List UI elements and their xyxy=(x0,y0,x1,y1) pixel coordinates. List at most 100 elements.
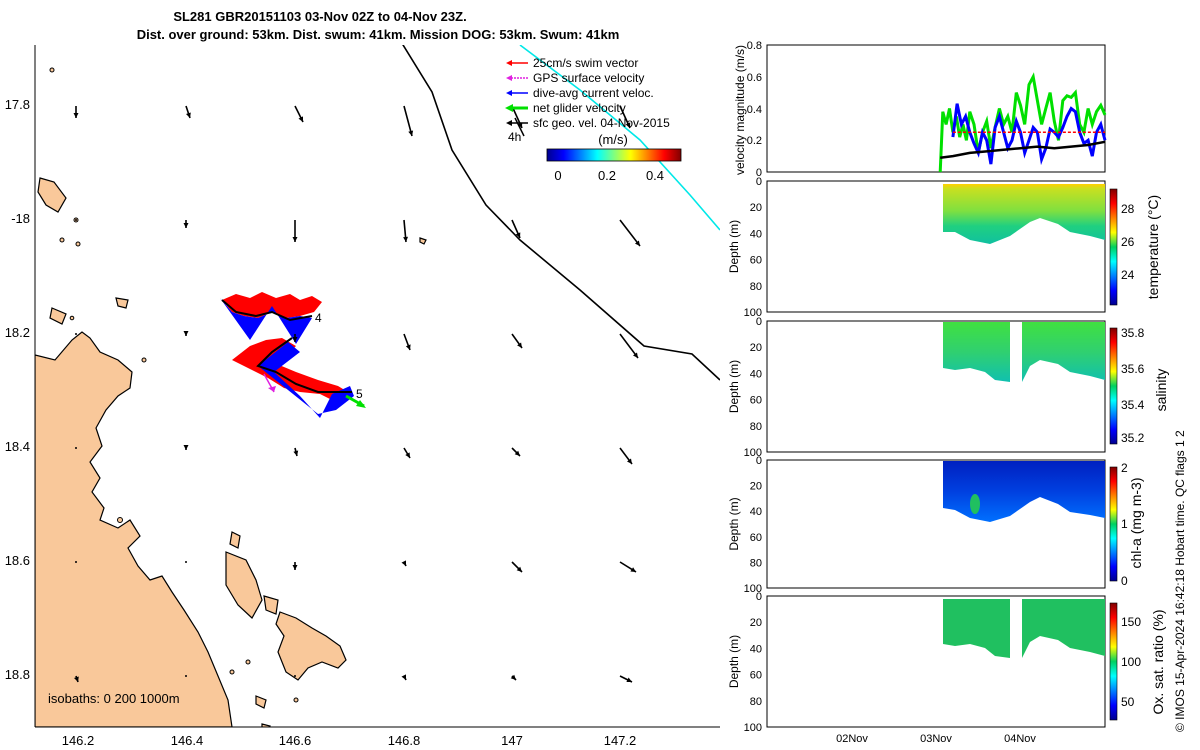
geo-velocity-dot xyxy=(185,561,187,563)
depth-tick-label: 60 xyxy=(750,532,762,544)
oxygen-cbar-label: Ox. sat. ratio (%) xyxy=(1150,609,1166,714)
depth-tick-label: 20 xyxy=(750,617,762,629)
current-vectors-seg1 xyxy=(220,298,312,344)
velocity-y-tick: 0.4 xyxy=(747,104,762,116)
mainland-coast xyxy=(35,331,233,727)
salinity-cbar-tick: 35.6 xyxy=(1121,362,1145,376)
temperature-cbar-tick: 24 xyxy=(1121,268,1135,282)
depth-tick-label: 100 xyxy=(744,722,762,734)
isobath-line xyxy=(402,45,720,381)
geo-velocity-arrowhead xyxy=(401,560,406,566)
oxygen-cbar-tick: 150 xyxy=(1121,615,1141,629)
depth-tick-label: 40 xyxy=(750,368,762,380)
geo-velocity-arrowhead xyxy=(633,352,638,358)
depth-tick-label: 40 xyxy=(750,643,762,655)
depth-tick-label: 0 xyxy=(756,316,762,328)
depth-axis-label: Depth (m) xyxy=(727,497,741,550)
depth-axis-label: Depth (m) xyxy=(727,360,741,413)
current-vectors-seg2 xyxy=(258,342,354,418)
map-x-tick-label: 146.2 xyxy=(62,733,95,748)
depth-tick-label: 100 xyxy=(744,307,762,319)
legend-net-arrowhead xyxy=(505,104,513,112)
time-axis-ticks: 02Nov 03Nov 04Nov xyxy=(836,733,1036,745)
depth-tick-label: 80 xyxy=(750,421,762,433)
temperature-cbar-tick: 26 xyxy=(1121,235,1135,249)
chla-cbar-tick: 1 xyxy=(1121,517,1128,531)
velocity-y-ticks: 0 0.2 0.4 0.6 0.8 xyxy=(747,40,762,179)
oxygen-section-a xyxy=(943,599,1010,658)
islet xyxy=(141,357,147,363)
waypoint-label-5: 5 xyxy=(356,387,363,401)
island-large xyxy=(275,611,347,681)
map-legend: 25cm/s swim vector GPS surface velocity … xyxy=(505,56,670,144)
geo-velocity-arrowhead xyxy=(405,344,411,350)
chla-cbar-tick: 0 xyxy=(1121,574,1128,588)
temperature-section xyxy=(943,184,1105,244)
velocity-panel: 0 0.2 0.4 0.6 0.8 velocity magnitude (m/… xyxy=(733,40,1107,179)
map-panel: 4 5 146.2 146.4 146.6 146.8 147 147.2 17… xyxy=(5,45,720,748)
legend-geo-arrowhead xyxy=(506,120,512,126)
depth-axis-label: Depth (m) xyxy=(727,220,741,273)
geo-velocity-arrowhead xyxy=(292,237,298,242)
geo-velocity-arrowhead xyxy=(517,342,522,348)
legend-gps-arrowhead xyxy=(506,75,512,81)
map-y-tick-label: 17.8 xyxy=(5,97,30,112)
temperature-cbar-tick: 28 xyxy=(1121,202,1135,216)
swim-vectors-seg1 xyxy=(222,292,322,318)
map-x-tick-label: 146.4 xyxy=(171,733,204,748)
figure-title-line2: Dist. over ground: 53km. Dist. swum: 41k… xyxy=(137,27,620,42)
salinity-cbar-tick: 35.8 xyxy=(1121,326,1145,340)
legend-geo-velocity: sfc geo. vel. 04-Nov-2015 xyxy=(506,116,670,130)
geo-velocity-dot xyxy=(294,675,296,677)
depth-tick-label: 20 xyxy=(750,342,762,354)
legend-net-velocity: net glider velocity xyxy=(505,101,626,115)
depth-tick-label: 0 xyxy=(756,455,762,467)
islet xyxy=(49,67,55,73)
velocity-y-tick: 0.8 xyxy=(747,40,762,52)
time-tick-label: 02Nov xyxy=(836,733,868,745)
map-colorbar-label: (m/s) xyxy=(598,132,628,147)
depth-tick-label: 80 xyxy=(750,696,762,708)
temperature-colorbar xyxy=(1109,188,1118,306)
figure-title-line1: SL281 GBR20151103 03-Nov 02Z to 04-Nov 2… xyxy=(173,9,466,24)
oxygen-panel: 50 100 150 Ox. sat. ratio (%) xyxy=(766,595,1166,728)
salinity-section-a xyxy=(943,322,1010,382)
geo-velocity-arrowhead xyxy=(630,567,636,572)
chla-cbar-label: chl-a (mg m-3) xyxy=(1128,477,1144,568)
island-west-1 xyxy=(37,177,67,213)
depth-tick-label: 20 xyxy=(750,202,762,214)
depth-panels: 24 26 28 temperature (°C) 35.2 35.4 35.6… xyxy=(727,176,1169,734)
gps-velocity-arrowhead xyxy=(268,386,276,392)
geo-velocity-arrowhead xyxy=(635,240,640,246)
islet xyxy=(75,241,81,247)
time-tick-label: 04Nov xyxy=(1004,733,1036,745)
geo-velocity-arrowhead xyxy=(514,450,520,456)
depth-tick-label: 0 xyxy=(756,176,762,188)
land-mass xyxy=(35,177,427,727)
map-colorbar-tick: 0.4 xyxy=(646,168,664,183)
salinity-colorbar xyxy=(1109,327,1118,445)
islet xyxy=(229,669,235,675)
geo-velocity-dot xyxy=(185,675,187,677)
geo-velocity-arrowhead xyxy=(405,452,410,458)
depth-tick-label: 20 xyxy=(750,481,762,493)
legend-label: sfc geo. vel. 04-Nov-2015 xyxy=(533,116,670,130)
map-x-tick-label: 147.2 xyxy=(604,733,637,748)
oxygen-cbar-tick: 100 xyxy=(1121,655,1141,669)
velocity-series xyxy=(938,72,1107,173)
geo-velocity-arrowhead xyxy=(292,565,298,570)
legend-current-arrowhead xyxy=(506,90,512,96)
geo-velocity-arrowhead xyxy=(73,113,79,118)
legend-swim-vector: 25cm/s swim vector xyxy=(506,56,638,70)
salinity-cbar-label: salinity xyxy=(1153,369,1169,412)
geo-velocity-arrowhead xyxy=(183,445,189,450)
chla-cbar-tick: 2 xyxy=(1121,461,1128,475)
geo-velocity-arrowhead xyxy=(183,331,189,336)
island-west-2 xyxy=(229,531,241,549)
geo-velocity-dot xyxy=(75,219,77,221)
legend-current-velocity: dive-avg current veloc. xyxy=(506,86,654,100)
velocity-y-tick: 0.2 xyxy=(747,135,762,147)
depth-tick-label: 40 xyxy=(750,228,762,240)
depth-tick-label: 60 xyxy=(750,670,762,682)
depth-tick-label: 100 xyxy=(744,447,762,459)
